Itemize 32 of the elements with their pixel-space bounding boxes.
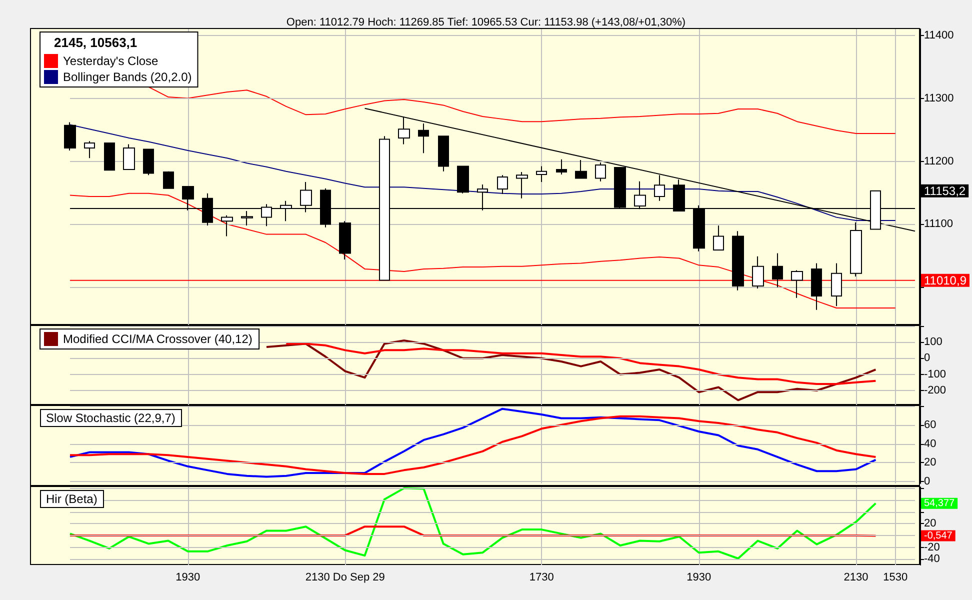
legend-label: Bollinger Bands (20,2.0) <box>63 70 192 84</box>
y-tick-label: 0 <box>924 352 930 364</box>
x-tick-label: 2130 <box>844 572 868 584</box>
y-tick-label: 60 <box>924 418 936 431</box>
y-tick-label: 11200 <box>924 155 954 168</box>
y-tick-label: 11400 <box>924 29 954 42</box>
data-label: 11010,9 <box>924 273 967 288</box>
y-tick-label: -100 <box>924 368 946 380</box>
legend-label: Yesterday's Close <box>63 54 159 68</box>
y-tick-label: 11300 <box>924 92 954 104</box>
y-tick-label: 100 <box>924 336 942 348</box>
x-tick-label: 1530 <box>883 572 908 584</box>
y-tick-label: -40 <box>924 553 940 566</box>
annotation: 2145, 10563,1 <box>54 35 138 50</box>
chart-title: Open: 11012.79 Hoch: 11269.85 Tief: 10965.53 Cur: 11153.98 (+143,08/+01,30%) <box>286 16 686 28</box>
y-tick-label: -20 <box>924 541 940 554</box>
y-tick-label: 0 <box>924 476 930 488</box>
y-tick-label: -200 <box>924 384 946 396</box>
text: Hir (Beta) <box>46 492 98 506</box>
legend-label: Modified CCI/MA Crossover (40,12) <box>63 332 252 346</box>
x-tick-label: 1930 <box>176 572 200 584</box>
x-tick-label: 1730 <box>529 572 554 584</box>
x-tick-label: 2130 Do Sep 29 <box>305 572 385 584</box>
y-tick-label: 11100 <box>924 218 953 230</box>
text: 54,377 <box>924 498 956 509</box>
y-tick-label: 20 <box>924 456 936 469</box>
y-tick-label: 20 <box>924 518 936 530</box>
chart-title: Slow Stochastic (22,9,7) <box>46 411 176 425</box>
y-tick-label: 40 <box>924 438 936 450</box>
text: 11153,2 <box>924 184 966 198</box>
x-tick-label: 1930 <box>686 572 712 584</box>
text: -0,547 <box>924 530 953 542</box>
